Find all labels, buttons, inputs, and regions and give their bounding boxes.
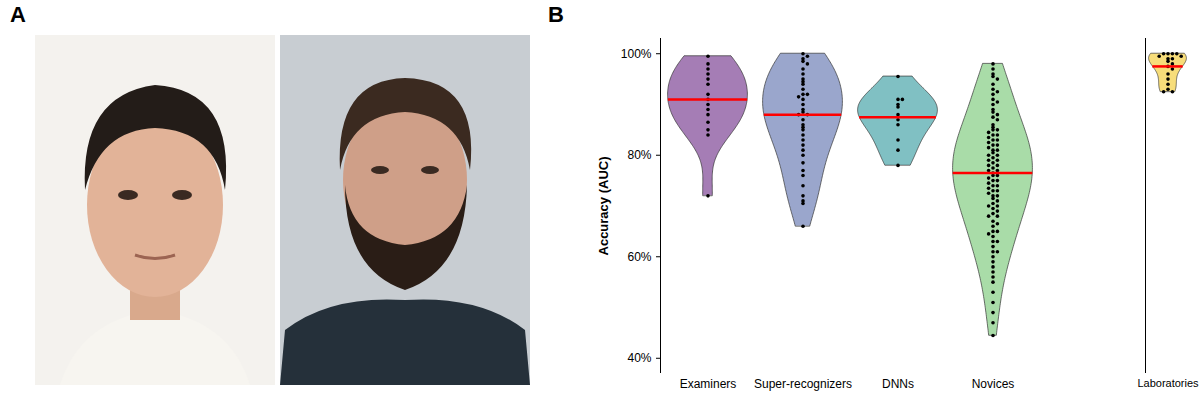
svg-text:Super-recognizers: Super-recognizers xyxy=(754,377,852,391)
svg-text:80%: 80% xyxy=(627,148,651,162)
svg-text:Laboratories: Laboratories xyxy=(1137,377,1199,389)
svg-text:100%: 100% xyxy=(621,47,652,61)
svg-text:Examiners: Examiners xyxy=(680,377,737,391)
svg-text:Novices: Novices xyxy=(972,377,1015,391)
html-text:A: A xyxy=(10,2,26,27)
svg-text:Accuracy (AUC): Accuracy (AUC) xyxy=(596,157,611,256)
html-text:B: B xyxy=(548,2,564,27)
svg-text:40%: 40% xyxy=(627,351,651,365)
svg-text:60%: 60% xyxy=(627,250,651,264)
svg-text:DNNs: DNNs xyxy=(882,377,914,391)
